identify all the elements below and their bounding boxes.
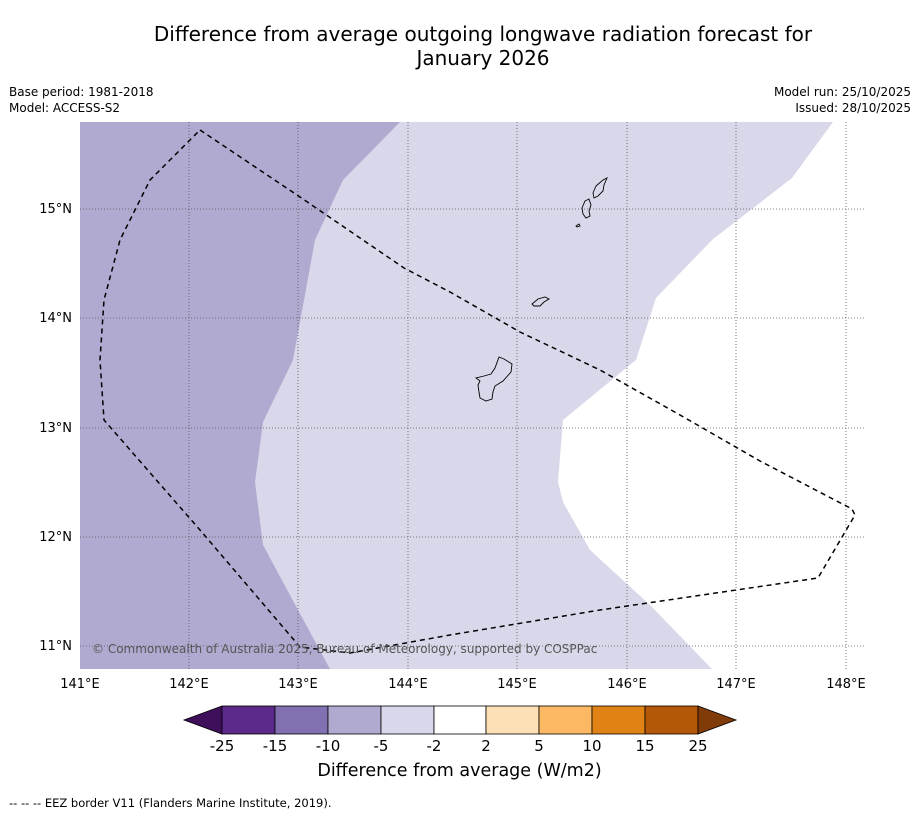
map-frame: © Commonwealth of Australia 2025, Bureau… — [80, 122, 866, 669]
lon-label-143: 143°E — [278, 677, 318, 692]
lat-label-15: 15°N — [39, 202, 72, 217]
lon-label-142: 142°E — [169, 677, 209, 692]
title-line-1: Difference from average outgoing longwav… — [153, 22, 813, 46]
base-period: Base period: 1981-2018 — [9, 85, 154, 99]
meta-right: Model run: 25/10/2025 Issued: 28/10/2025 — [774, 84, 911, 116]
cb-label-6: 2 — [481, 737, 491, 755]
model-run: Model run: 25/10/2025 — [773, 85, 911, 99]
lon-label-141: 141°E — [60, 677, 100, 692]
chart-title: Difference from average outgoing longwav… — [0, 22, 919, 70]
colorbar-swatch-2 — [274, 705, 329, 735]
cb-label-7: 5 — [534, 737, 544, 755]
colorbar-high-extend — [697, 705, 738, 735]
eez-footnote: -- -- -- EEZ border V11 (Flanders Marine… — [9, 796, 332, 810]
meta-left: Base period: 1981-2018 Model: ACCESS-S2 — [9, 84, 154, 116]
colorbar-title: Difference from average (W/m2) — [317, 761, 602, 781]
lon-label-144: 144°E — [388, 677, 428, 692]
lon-label-147: 147°E — [716, 677, 756, 692]
cb-label-2: -15 — [263, 737, 288, 755]
colorbar-swatch-5 — [433, 705, 487, 735]
island-saipan — [592, 177, 608, 199]
cb-label-3: -10 — [316, 737, 341, 755]
islands — [474, 177, 608, 402]
colorbar-swatch-3 — [327, 705, 382, 735]
issued-date: Issued: 28/10/2025 — [795, 101, 911, 115]
eez-border — [99, 129, 856, 654]
lon-label-146: 146°E — [607, 677, 647, 692]
colorbar-swatch-1 — [221, 705, 276, 735]
island-rota — [531, 296, 550, 307]
cb-label-9: 15 — [635, 737, 654, 755]
cb-label-4: -5 — [374, 737, 389, 755]
colorbar-swatch-8 — [591, 705, 646, 735]
colorbar-swatch-6 — [485, 705, 540, 735]
colorbar-labels: -25 -15 -10 -5 -2 2 5 10 15 25 — [210, 737, 708, 755]
lat-label-14: 14°N — [39, 311, 72, 326]
colorbar-low-extend — [182, 705, 223, 735]
cb-label-10: 25 — [688, 737, 707, 755]
lat-label-12: 12°N — [39, 530, 72, 545]
band-minus10-to-minus5 — [80, 122, 400, 669]
lon-tick-labels: 141°E 142°E 143°E 144°E 145°E 146°E 147°… — [60, 677, 866, 692]
forecast-map: © Commonwealth of Australia 2025, Bureau… — [39, 122, 866, 755]
gridlines — [80, 122, 866, 669]
lat-label-11: 11°N — [39, 639, 72, 654]
cb-label-5: -2 — [427, 737, 442, 755]
copyright-text: © Commonwealth of Australia 2025, Bureau… — [92, 642, 597, 656]
lat-tick-labels: 15°N 14°N 13°N 12°N 11°N — [39, 202, 72, 654]
colorbar — [182, 705, 738, 735]
cb-label-8: 10 — [582, 737, 601, 755]
lon-label-148: 148°E — [826, 677, 866, 692]
model-name: Model: ACCESS-S2 — [9, 101, 121, 115]
colorbar-swatch-7 — [538, 705, 593, 735]
cb-label-1: -25 — [210, 737, 235, 755]
lat-label-13: 13°N — [39, 421, 72, 436]
colorbar-swatch-9 — [644, 705, 699, 735]
island-tinian — [581, 198, 592, 219]
island-aguijan — [575, 223, 581, 228]
title-line-2: January 2026 — [416, 46, 550, 70]
island-guam — [474, 356, 513, 402]
colorbar-swatch-4 — [380, 705, 435, 735]
lon-label-145: 145°E — [497, 677, 537, 692]
